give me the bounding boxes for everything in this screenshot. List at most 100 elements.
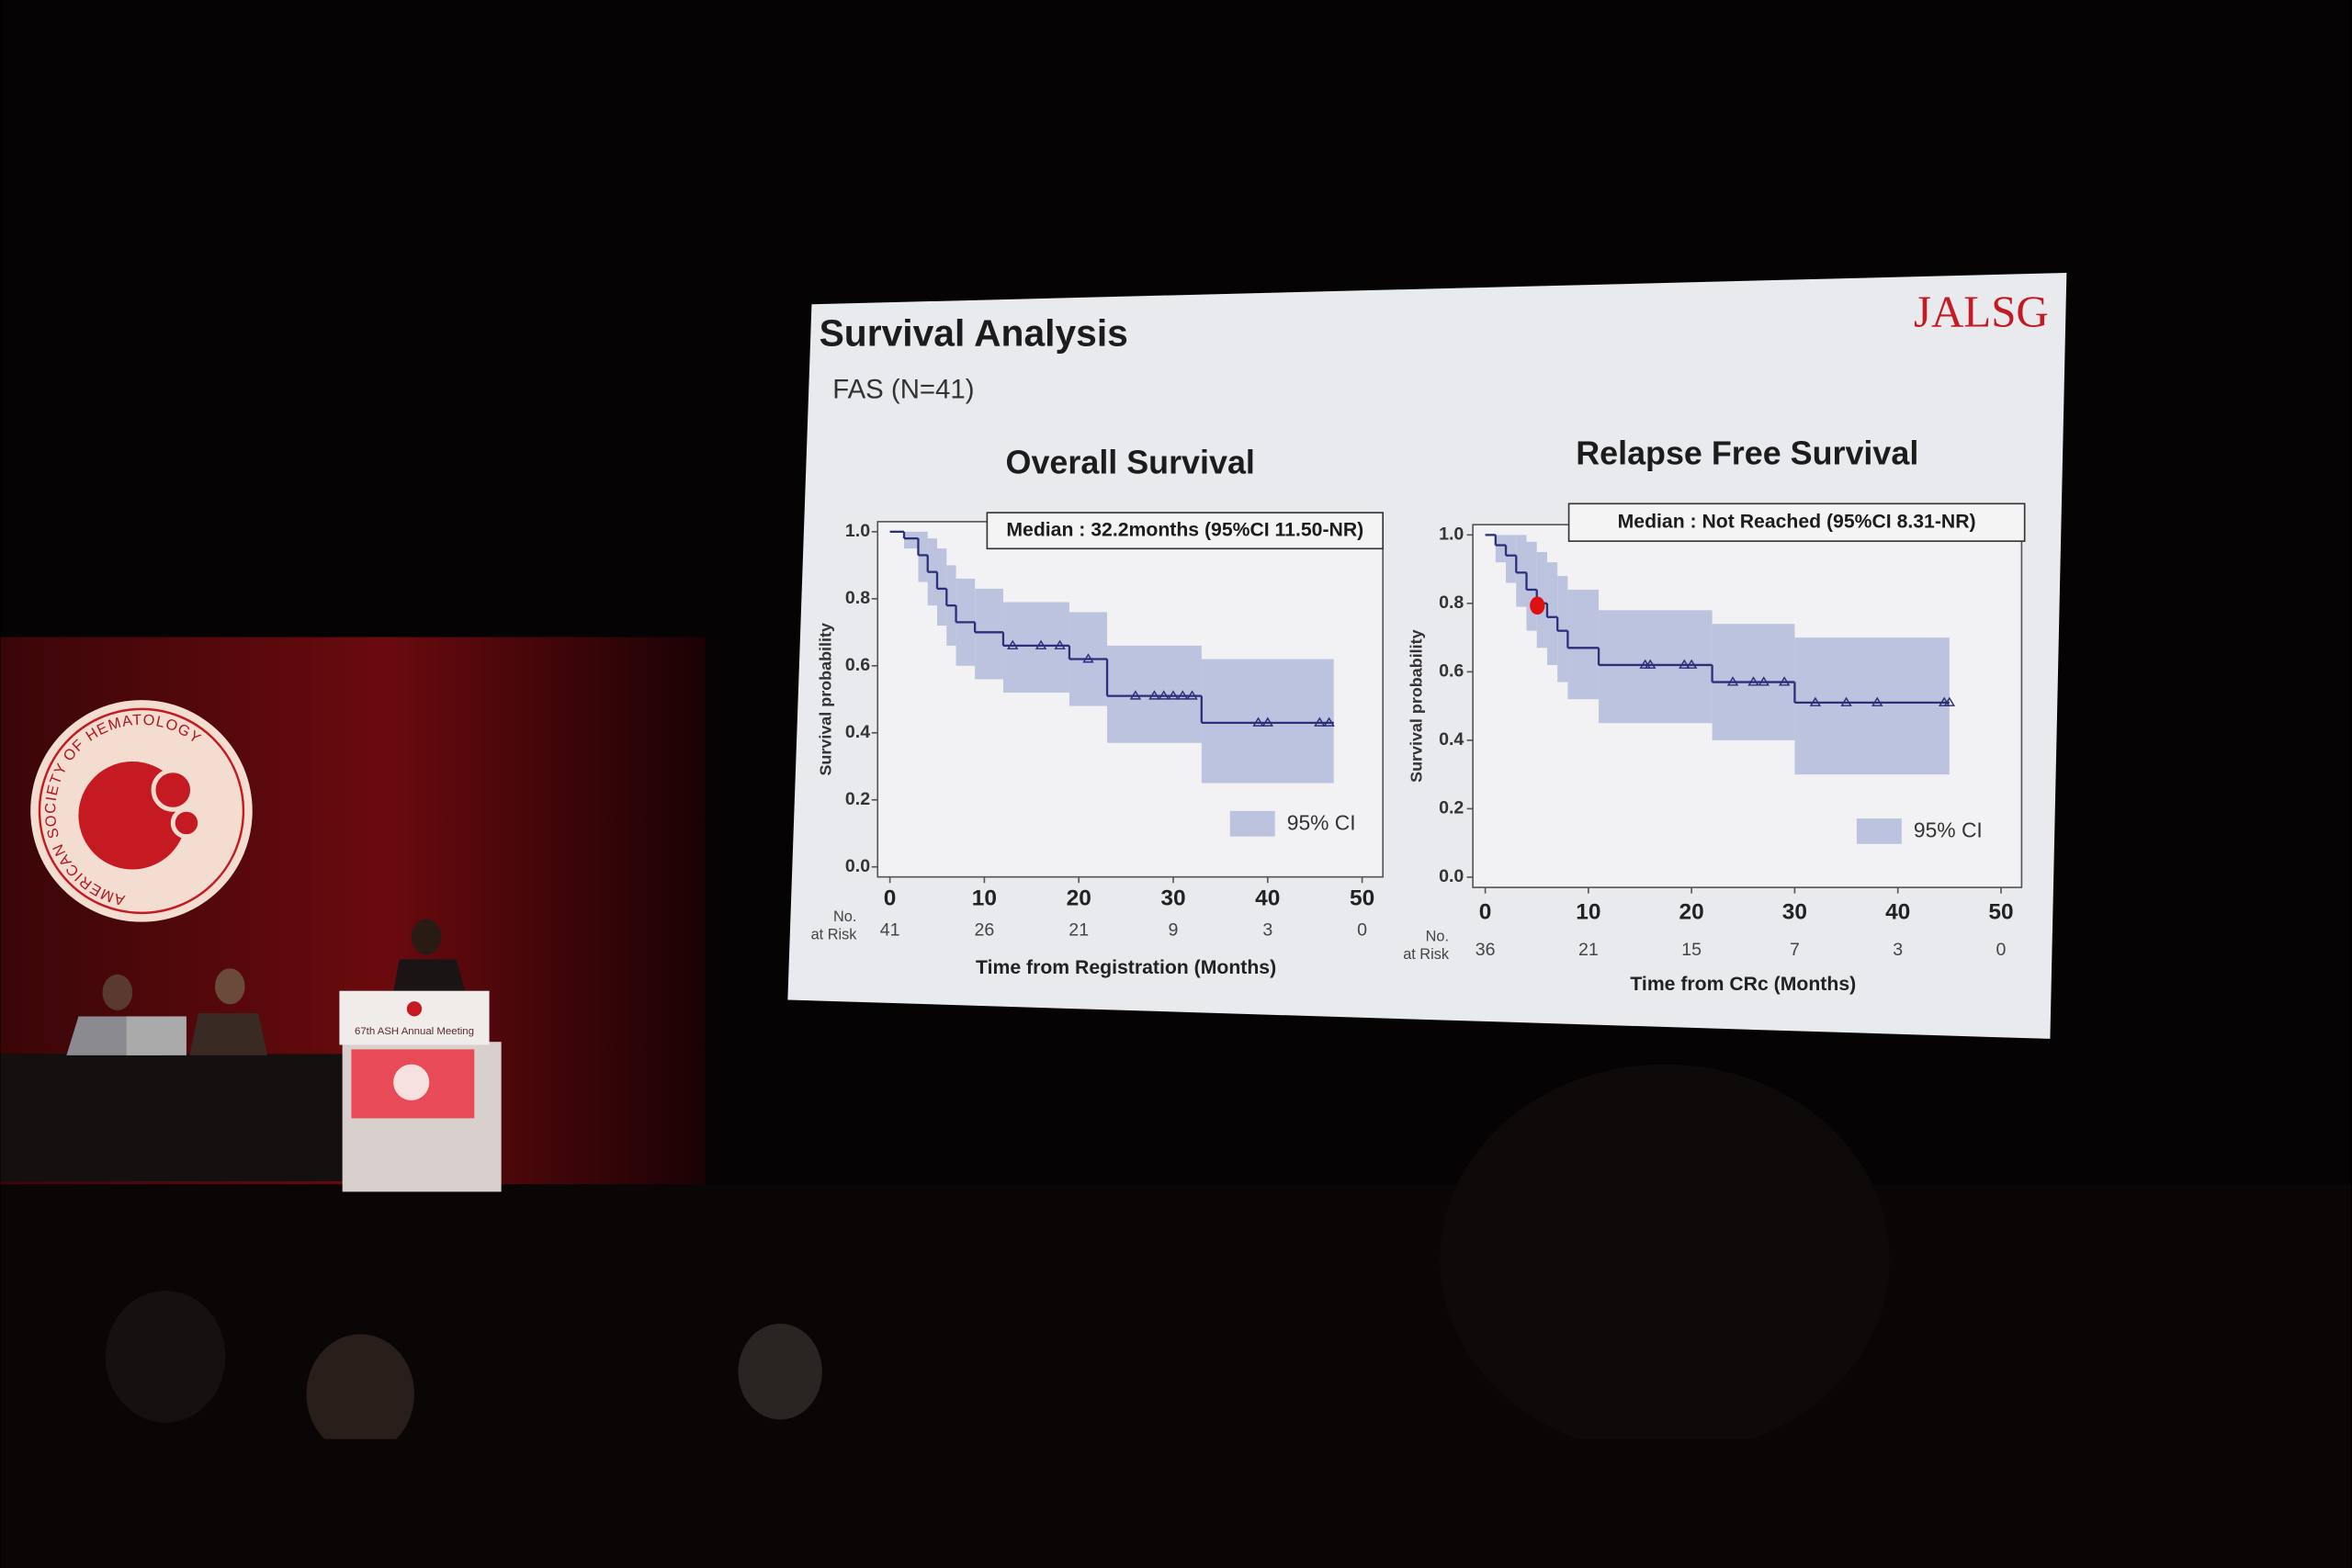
censor-mark xyxy=(1726,676,1739,686)
ash-logo-cell xyxy=(170,807,203,840)
censor-mark xyxy=(1177,690,1189,700)
censor-mark xyxy=(1645,659,1657,669)
panel-table xyxy=(0,1054,345,1181)
at-risk-count: 21 xyxy=(1578,940,1599,960)
median-annotation: Median : 32.2months (95%CI 11.50-NR) xyxy=(1006,519,1363,540)
censor-mark xyxy=(1158,690,1170,700)
censor-mark xyxy=(1323,716,1335,727)
censor-mark xyxy=(1809,696,1822,706)
y-tick-label: 0.0 xyxy=(845,856,870,876)
x-tick-label: 20 xyxy=(1679,899,1704,924)
median-box xyxy=(1567,502,2026,542)
slide-title: Survival Analysis xyxy=(820,311,1128,354)
person xyxy=(189,1013,268,1055)
censor-mark xyxy=(1314,716,1326,727)
censor-mark xyxy=(1129,690,1142,700)
ci-band xyxy=(1495,535,1507,563)
ci-band xyxy=(1201,659,1334,784)
laser-pointer xyxy=(1530,596,1545,615)
at-risk-count: 3 xyxy=(1262,920,1272,941)
podium-logo xyxy=(406,1001,423,1017)
ci-band xyxy=(1557,576,1568,682)
censor-mark xyxy=(1252,716,1264,727)
at-risk-count: 7 xyxy=(1790,940,1800,960)
ci-band xyxy=(1546,562,1558,665)
speaker xyxy=(411,919,442,955)
ci-band xyxy=(937,548,947,626)
ash-logo-ring xyxy=(38,707,245,915)
censor-mark xyxy=(1871,696,1883,706)
x-tick-label: 50 xyxy=(1988,899,2013,924)
audience-head xyxy=(105,1291,226,1423)
y-tick-label: 1.0 xyxy=(1439,525,1464,545)
y-tick-label: 0.6 xyxy=(1439,661,1464,682)
at-risk-count: 9 xyxy=(1169,920,1179,941)
y-tick-label: 0.6 xyxy=(845,655,870,675)
censor-mark xyxy=(1054,639,1066,649)
chart-title: Overall Survival xyxy=(1006,444,1255,480)
y-tick-label: 0.2 xyxy=(1439,798,1464,818)
censor-mark xyxy=(1840,696,1852,706)
audience-head xyxy=(306,1334,414,1454)
slide-logo: JALSG xyxy=(1914,287,2049,337)
x-tick-label: 40 xyxy=(1885,899,1910,924)
y-tick-label: 0.4 xyxy=(845,722,870,742)
at-risk-label: No. xyxy=(1426,928,1449,944)
slide-subtitle: FAS (N=41) xyxy=(832,375,974,405)
at-risk-count: 3 xyxy=(1893,940,1903,960)
at-risk-count: 21 xyxy=(1069,920,1089,941)
speaker xyxy=(393,959,466,993)
at-risk-count: 0 xyxy=(1357,920,1367,941)
at-risk-label: at Risk xyxy=(1403,946,1450,963)
person xyxy=(214,968,245,1005)
y-tick-label: 1.0 xyxy=(845,521,870,541)
censor-mark xyxy=(1778,676,1791,686)
podium-screen-logo xyxy=(393,1064,430,1100)
median-box xyxy=(986,512,1385,550)
x-axis-label: Time from Registration (Months) xyxy=(976,957,1276,978)
ash-logo-cell xyxy=(151,768,195,812)
y-axis-label: Survival probability xyxy=(1407,629,1425,782)
legend-swatch xyxy=(1856,818,1902,844)
censor-mark xyxy=(1685,659,1698,669)
censor-mark xyxy=(1007,639,1019,649)
censor-mark xyxy=(1747,676,1759,686)
x-tick-label: 0 xyxy=(884,886,897,911)
chart-title: Relapse Free Survival xyxy=(1576,435,1918,472)
y-tick-label: 0.2 xyxy=(845,789,870,809)
y-axis-label: Survival probability xyxy=(816,623,834,775)
audience-head xyxy=(1440,1064,1890,1454)
x-tick-label: 0 xyxy=(1479,899,1492,924)
x-tick-label: 20 xyxy=(1067,886,1091,911)
ci-band xyxy=(975,588,1003,680)
ci-band xyxy=(918,531,928,582)
censor-mark xyxy=(1758,676,1770,686)
censor-mark xyxy=(1035,639,1047,649)
y-tick-label: 0.4 xyxy=(1439,729,1464,750)
laptop xyxy=(126,1016,187,1055)
y-tick-label: 0.8 xyxy=(845,588,870,608)
censor-mark xyxy=(1186,690,1198,700)
x-tick-label: 50 xyxy=(1350,886,1374,911)
ci-band xyxy=(1516,535,1527,607)
censor-mark xyxy=(1943,696,1956,706)
at-risk-count: 26 xyxy=(975,920,995,941)
censor-mark xyxy=(1261,716,1273,727)
ci-band xyxy=(1526,541,1537,631)
x-tick-label: 40 xyxy=(1255,886,1280,911)
person xyxy=(102,974,133,1010)
audience-head xyxy=(738,1323,822,1420)
x-tick-label: 30 xyxy=(1160,886,1185,911)
y-tick-label: 0.8 xyxy=(1439,592,1464,613)
censor-mark xyxy=(1082,653,1094,663)
at-risk-label: at Risk xyxy=(811,927,858,943)
censor-mark xyxy=(1679,659,1690,669)
ci-band xyxy=(1002,602,1069,693)
ci-band xyxy=(1599,610,1713,724)
x-tick-label: 10 xyxy=(1576,899,1600,924)
podium-sign-text: 67th ASH Annual Meeting xyxy=(355,1026,474,1037)
legend-swatch xyxy=(1229,810,1275,837)
at-risk-label: No. xyxy=(833,908,856,925)
